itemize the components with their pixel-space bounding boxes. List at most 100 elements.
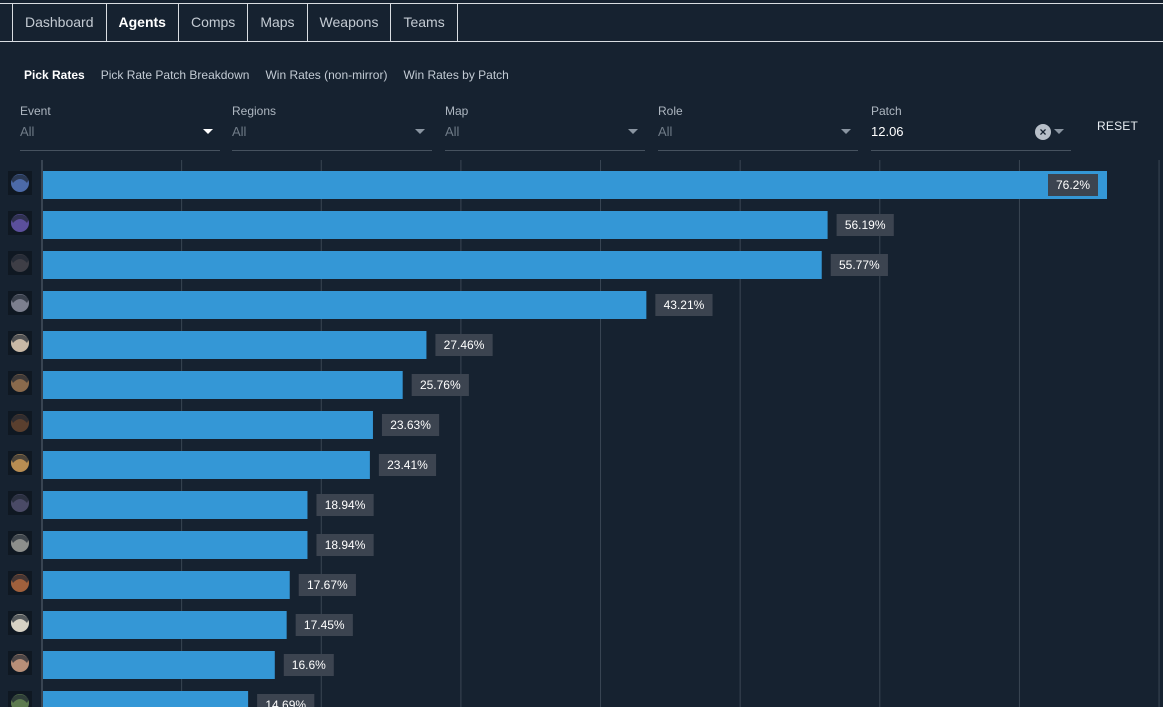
regions-value: All [232,124,247,139]
value-label-bg [316,534,374,556]
patch-select[interactable]: Patch 12.06 × [871,104,1071,151]
avatar-hair [11,534,29,543]
value-label-bg [1048,174,1098,196]
value-label-bg [283,654,334,676]
pick-rate-bar [43,611,287,639]
pick-rate-bar [43,571,290,599]
pick-rate-bar [43,531,308,559]
role-value: All [658,124,673,139]
chevron-down-icon [415,129,425,134]
subtab-win-rates-non-mirror[interactable]: Win Rates (non-mirror) [265,68,388,82]
value-label: 17.45% [304,618,345,632]
avatar-hair [11,494,29,503]
agent-avatar-icon [8,211,32,235]
avatar-hair [11,294,29,303]
value-label: 18.94% [325,538,366,552]
tab-maps[interactable]: Maps [248,3,308,41]
avatar-hair [11,654,29,663]
pick-rate-bar [43,411,373,439]
value-label: 43.21% [664,298,705,312]
top-navigation: Dashboard Agents Comps Maps Weapons Team… [0,0,1163,42]
subtab-pick-rate-patch-breakdown[interactable]: Pick Rate Patch Breakdown [100,68,250,82]
value-label-bg [655,294,713,316]
regions-label: Regions [232,104,277,118]
event-select[interactable]: Event All [20,104,220,151]
tab-dashboard[interactable]: Dashboard [13,3,107,41]
value-label-bg [411,374,469,396]
clear-icon[interactable]: × [1035,124,1051,140]
pick-rate-bar [43,451,370,479]
agent-avatar-icon [8,451,32,475]
avatar-hair [11,174,29,183]
avatar-hair [11,614,29,623]
pick-rate-bar [43,331,427,359]
pick-rate-bar [43,251,822,279]
avatar-hair [11,254,29,263]
value-label: 23.63% [390,418,431,432]
avatar-hair [11,454,29,463]
value-label-bg [381,414,440,436]
main-tabs: Dashboard Agents Comps Maps Weapons Team… [12,3,458,42]
map-label: Map [445,104,469,118]
value-label: 25.76% [420,378,461,392]
role-select[interactable]: Role All [658,104,858,151]
chevron-down-icon [1054,129,1064,134]
pick-rate-bar [43,491,308,519]
value-label-bg [830,254,888,276]
chevron-down-icon [628,129,638,134]
value-label-bg [316,494,374,516]
value-label: 18.94% [325,498,366,512]
avatar-hair [11,334,29,343]
value-label: 56.19% [845,218,886,232]
pick-rate-chart: 76.2% 56.19% 55.77% 43.21% 27.46% 25.76% 23.63… [8,160,1160,707]
role-label: Role [658,104,683,118]
avatar-hair [11,694,29,703]
value-label: 76.2% [1056,178,1090,192]
tab-comps[interactable]: Comps [179,3,249,41]
reset-button[interactable]: RESET [1097,119,1139,133]
subtab-pick-rates[interactable]: Pick Rates [24,68,85,82]
chevron-down-icon [203,129,213,134]
value-label-bg [836,214,894,236]
subtab-win-rates-by-patch[interactable]: Win Rates by Patch [403,68,509,82]
pick-rate-bar [43,211,828,239]
value-label-bg [378,454,437,476]
value-label-bg [298,574,356,596]
value-label-bg [257,694,315,707]
event-label: Event [20,104,51,118]
value-label: 14.69% [265,698,306,707]
agent-avatar-icon [8,611,32,635]
pick-rate-bar [43,371,403,399]
nav-bottom-border [0,41,1163,42]
value-label-bg [435,334,493,356]
agent-avatar-icon [8,251,32,275]
event-value: All [20,124,35,139]
patch-label: Patch [871,104,902,118]
nav-top-border [0,3,1163,4]
value-label-bg [295,614,353,636]
value-label: 55.77% [839,258,880,272]
avatar-hair [11,374,29,383]
tab-teams[interactable]: Teams [391,3,458,41]
pick-rate-bar [43,171,1107,199]
sub-tabs: Pick Rates Pick Rate Patch Breakdown Win… [16,66,517,84]
pick-rate-bar [43,651,275,679]
value-label: 23.41% [387,458,428,472]
regions-select[interactable]: Regions All [232,104,432,151]
map-value: All [445,124,460,139]
agent-avatar-icon [8,691,32,707]
value-label: 27.46% [444,338,485,352]
tab-weapons[interactable]: Weapons [308,3,392,41]
agent-avatar-icon [8,491,32,515]
agent-avatar-icon [8,171,32,195]
map-select[interactable]: Map All [445,104,645,151]
avatar-hair [11,414,29,423]
patch-value: 12.06 [871,124,904,139]
value-label: 17.67% [307,578,348,592]
tab-agents[interactable]: Agents [107,3,179,41]
avatar-hair [11,214,29,223]
agent-avatar-icon [8,291,32,315]
avatar-hair [11,574,29,583]
agent-avatar-icon [8,651,32,675]
pick-rate-bar [43,691,249,707]
